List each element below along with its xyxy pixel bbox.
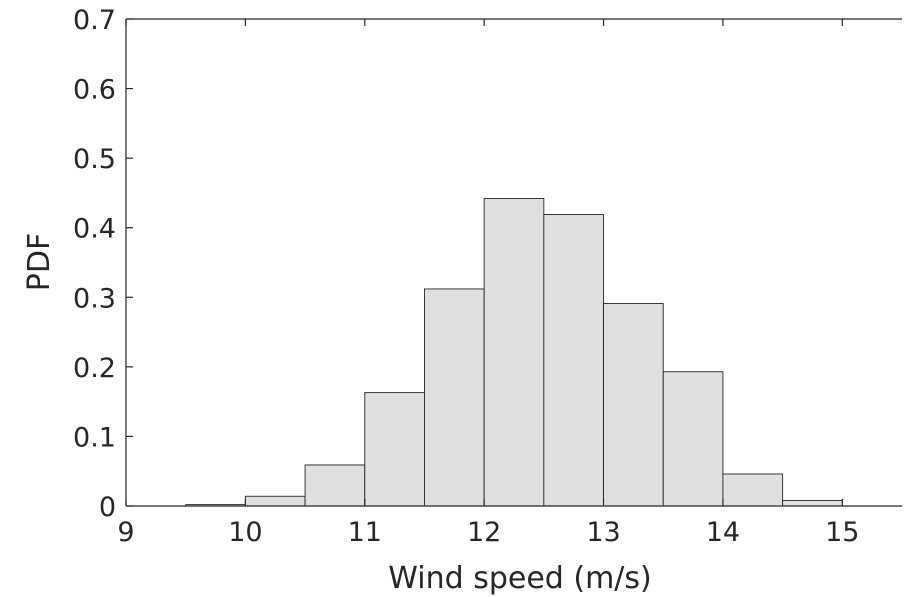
x-tick-label: 15 bbox=[825, 517, 859, 548]
x-axis-ticks: 9 10 11 12 13 14 15 bbox=[117, 19, 859, 548]
x-tick-label: 10 bbox=[228, 517, 262, 548]
chart-axes bbox=[125, 18, 902, 507]
x-tick-label: 14 bbox=[706, 517, 740, 548]
histogram-bar bbox=[603, 303, 664, 507]
x-tick-label: 13 bbox=[586, 517, 620, 548]
histogram-bar bbox=[304, 464, 366, 507]
histogram-bars bbox=[185, 198, 843, 507]
histogram-bar bbox=[483, 198, 545, 507]
y-tick-label: 0.5 bbox=[73, 144, 116, 175]
histogram-bar bbox=[424, 288, 485, 507]
x-tick-label: 9 bbox=[117, 517, 134, 548]
histogram-bar bbox=[364, 392, 425, 507]
y-axis-ticks: 0 0.1 0.2 0.3 0.4 0.5 0.6 0.7 bbox=[73, 5, 133, 523]
y-tick-label: 0 bbox=[99, 492, 116, 523]
y-axis-title: PDF bbox=[22, 233, 57, 291]
x-tick-label: 11 bbox=[348, 517, 382, 548]
histogram-bar bbox=[782, 499, 843, 507]
x-axis-title: Wind speed (m/s) bbox=[388, 561, 651, 596]
histogram-bar bbox=[244, 495, 306, 507]
y-tick-label: 0.1 bbox=[73, 422, 116, 453]
x-tick-label: 12 bbox=[467, 517, 501, 548]
histogram-bar bbox=[662, 371, 724, 507]
y-tick-label: 0.3 bbox=[73, 283, 116, 314]
y-tick-label: 0.7 bbox=[73, 5, 116, 36]
histogram-bar bbox=[543, 214, 604, 507]
histogram-bar bbox=[722, 473, 784, 507]
y-tick-label: 0.2 bbox=[73, 353, 116, 384]
y-tick-label: 0.6 bbox=[73, 75, 116, 106]
y-tick-label: 0.4 bbox=[73, 214, 116, 245]
